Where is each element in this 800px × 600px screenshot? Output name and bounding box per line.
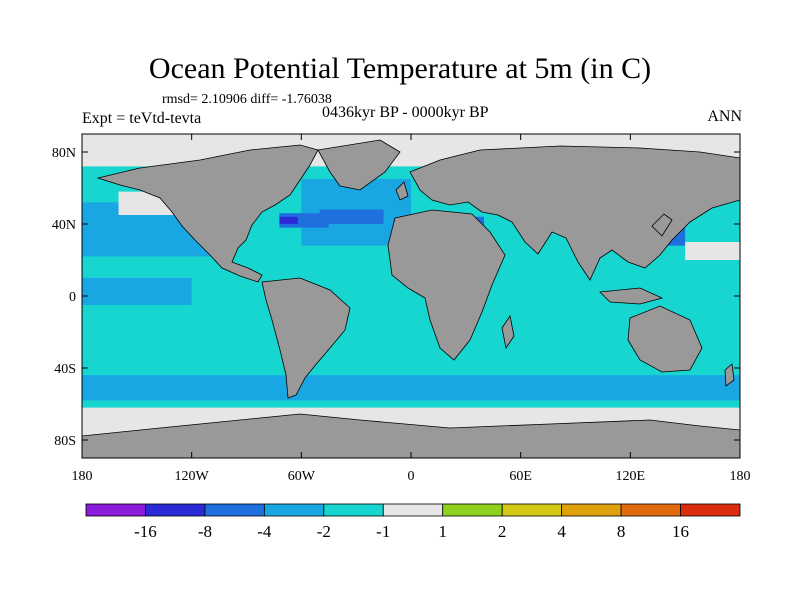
colorbar-swatch bbox=[561, 503, 622, 517]
x-tick-label: 120E bbox=[616, 469, 646, 484]
colorbar-label: 16 bbox=[672, 522, 689, 541]
australia bbox=[627, 305, 703, 373]
anomaly-region bbox=[82, 278, 192, 305]
south-america bbox=[261, 277, 351, 399]
antarctica bbox=[82, 413, 740, 458]
colorbar-label: 8 bbox=[617, 522, 626, 541]
y-tick-label: 40S bbox=[54, 362, 76, 377]
anomaly-region bbox=[319, 209, 384, 224]
x-tick-label: 120W bbox=[175, 469, 210, 484]
stats-label: rmsd= 2.10906 diff= -1.76038 bbox=[162, 92, 332, 107]
axis-ticks: 180 120W 60W 0 60E 120E 180 80N 40N 0 40S 80S bbox=[52, 134, 751, 484]
anomaly-region bbox=[82, 375, 740, 401]
colorbar-swatch bbox=[680, 503, 741, 517]
africa bbox=[387, 209, 506, 361]
x-tick-label: 60E bbox=[509, 469, 532, 484]
anomaly-region bbox=[279, 216, 298, 224]
colorbar-label: -1 bbox=[376, 522, 390, 541]
colorbar-swatch bbox=[620, 503, 681, 517]
experiment-label: Expt = teVtd-tevta bbox=[82, 110, 202, 127]
madagascar bbox=[501, 314, 515, 350]
colorbar-swatch bbox=[323, 503, 384, 517]
colorbar-swatch bbox=[382, 503, 444, 517]
indonesia bbox=[599, 287, 664, 305]
japan bbox=[651, 213, 673, 237]
colorbar-label: -4 bbox=[257, 522, 272, 541]
colorbar-label: -16 bbox=[134, 522, 157, 541]
anomaly-region bbox=[685, 242, 740, 260]
colorbar-label: 4 bbox=[557, 522, 566, 541]
colorbar-swatch bbox=[442, 503, 503, 517]
colorbar-label: 2 bbox=[498, 522, 507, 541]
colorbar-swatch bbox=[145, 503, 206, 517]
x-tick-label: 60W bbox=[288, 469, 316, 484]
x-tick-label: 180 bbox=[72, 469, 93, 484]
y-tick-label: 0 bbox=[69, 290, 76, 305]
colorbar-swatch bbox=[204, 503, 265, 517]
new-zealand bbox=[724, 363, 735, 387]
land-mask bbox=[82, 139, 740, 458]
british-isles bbox=[395, 181, 409, 201]
x-tick-label: 0 bbox=[408, 469, 415, 484]
north-america bbox=[96, 144, 319, 283]
colorbar-swatch bbox=[85, 503, 146, 517]
y-tick-label: 40N bbox=[52, 218, 76, 233]
x-tick-label: 180 bbox=[730, 469, 751, 484]
colorbar-label: -8 bbox=[198, 522, 212, 541]
y-tick-label: 80S bbox=[54, 434, 76, 449]
colorbar-swatch bbox=[501, 503, 563, 517]
period-label: 0436kyr BP - 0000kyr BP bbox=[322, 104, 489, 121]
colorbar-label: -2 bbox=[317, 522, 331, 541]
eurasia bbox=[409, 145, 740, 281]
greenland bbox=[317, 139, 401, 191]
chart-title: Ocean Potential Temperature at 5m (in C) bbox=[148, 52, 652, 85]
y-tick-label: 80N bbox=[52, 146, 76, 161]
colorbar-label: 1 bbox=[438, 522, 447, 541]
season-label: ANN bbox=[707, 108, 742, 125]
colorbar-swatch bbox=[263, 503, 325, 517]
colorbar: -16 -8 -4 -2 -1 1 2 4 8 16 bbox=[85, 503, 741, 541]
